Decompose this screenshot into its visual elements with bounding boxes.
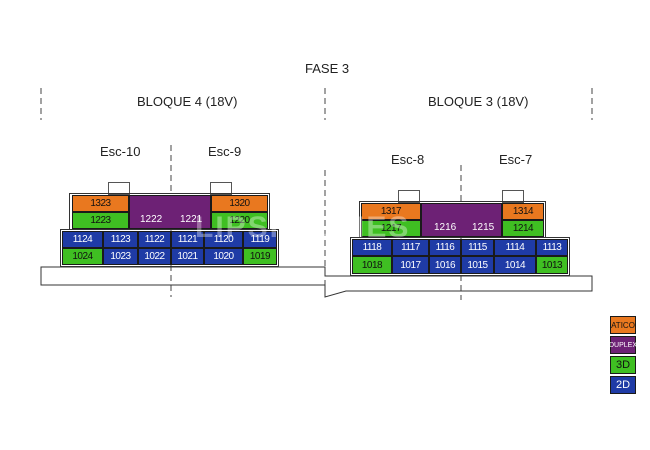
legend-3d: 3D bbox=[610, 356, 636, 374]
unit-2d[interactable]: 1122 bbox=[138, 231, 171, 248]
block-4-heading: BLOQUE 4 (18V) bbox=[137, 94, 238, 109]
unit-duplex-label: 1222 bbox=[140, 214, 163, 225]
legend-atico: ATICO bbox=[610, 316, 636, 334]
unit-3d[interactable]: 1018 bbox=[352, 256, 392, 274]
unit-2d[interactable]: 1021 bbox=[171, 248, 204, 265]
unit-atico[interactable]: 1317 bbox=[361, 203, 421, 220]
unit-2d[interactable]: 1114 bbox=[494, 239, 536, 256]
unit-3d[interactable]: 1214 bbox=[502, 220, 544, 237]
unit-3d[interactable]: 1013 bbox=[536, 256, 568, 274]
legend-duplex: DUPLEX bbox=[609, 336, 637, 354]
unit-2d[interactable]: 1016 bbox=[429, 256, 461, 274]
chimney bbox=[398, 190, 420, 203]
chimney bbox=[108, 182, 130, 195]
unit-duplex[interactable] bbox=[129, 195, 211, 229]
unit-2d[interactable]: 1123 bbox=[103, 231, 138, 248]
unit-3d[interactable]: 1220 bbox=[211, 212, 268, 229]
unit-2d[interactable]: 1113 bbox=[536, 239, 568, 256]
unit-2d[interactable]: 1022 bbox=[138, 248, 171, 265]
block-3-heading: BLOQUE 3 (18V) bbox=[428, 94, 529, 109]
unit-duplex-label: 1216 bbox=[434, 222, 457, 233]
chimney bbox=[502, 190, 524, 203]
block-4-lower-frame bbox=[60, 229, 279, 267]
chimney bbox=[210, 182, 232, 195]
unit-2d[interactable]: 1014 bbox=[494, 256, 536, 274]
unit-2d[interactable]: 1115 bbox=[461, 239, 494, 256]
unit-2d[interactable]: 1116 bbox=[429, 239, 461, 256]
unit-duplex[interactable] bbox=[421, 203, 502, 237]
stair-label-esc-7: Esc-7 bbox=[499, 152, 533, 167]
unit-3d[interactable]: 1217 bbox=[361, 220, 421, 237]
podium-outline bbox=[40, 266, 593, 298]
stair-label-esc-8: Esc-8 bbox=[391, 152, 425, 167]
block-3-lower-frame bbox=[350, 237, 570, 276]
stair-label-esc-10: Esc-10 bbox=[100, 144, 141, 159]
unit-2d[interactable]: 1117 bbox=[392, 239, 429, 256]
unit-3d[interactable]: 1024 bbox=[62, 248, 103, 265]
unit-atico[interactable]: 1320 bbox=[211, 195, 268, 212]
legend-2d: 2D bbox=[610, 376, 636, 394]
unit-duplex-label: 1215 bbox=[472, 222, 495, 233]
unit-2d[interactable]: 1124 bbox=[62, 231, 103, 248]
unit-atico[interactable]: 1314 bbox=[502, 203, 544, 220]
unit-2d[interactable]: 1023 bbox=[103, 248, 138, 265]
unit-3d[interactable]: 1223 bbox=[72, 212, 129, 229]
unit-duplex-label: 1221 bbox=[180, 214, 203, 225]
stair-label-esc-9: Esc-9 bbox=[208, 144, 242, 159]
unit-2d[interactable]: 1121 bbox=[171, 231, 204, 248]
unit-2d[interactable]: 1120 bbox=[204, 231, 243, 248]
unit-3d[interactable]: 1019 bbox=[243, 248, 277, 265]
page-title: FASE 3 bbox=[305, 61, 350, 76]
unit-atico[interactable]: 1323 bbox=[72, 195, 129, 212]
unit-2d[interactable]: 1119 bbox=[243, 231, 277, 248]
unit-2d[interactable]: 1118 bbox=[352, 239, 392, 256]
unit-2d[interactable]: 1020 bbox=[204, 248, 243, 265]
unit-2d[interactable]: 1015 bbox=[461, 256, 494, 274]
unit-2d[interactable]: 1017 bbox=[392, 256, 429, 274]
